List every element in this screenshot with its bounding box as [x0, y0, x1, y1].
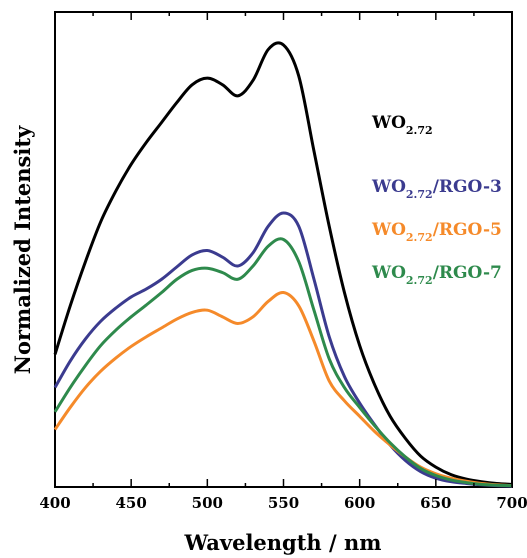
legend-label-subscript: 2.72	[406, 188, 433, 201]
legend-label-main: WO	[371, 220, 406, 240]
series-line-1	[53, 41, 513, 486]
legend-label-subscript: 2.72	[406, 274, 433, 287]
x-tick-label: 450	[116, 494, 147, 512]
legend-entry-3: WO2.72/RGO-5	[371, 220, 502, 244]
series-line-4	[53, 237, 513, 488]
x-axis-title: Wavelength / nm	[184, 530, 382, 555]
legend-label-subscript: 2.72	[406, 231, 433, 244]
x-tick-label: 500	[192, 494, 223, 512]
x-tick-label: 600	[344, 494, 375, 512]
plot-frame	[54, 11, 513, 488]
legend-label-suffix: /RGO-7	[433, 263, 502, 283]
x-tick-label: 650	[420, 494, 451, 512]
series-line-3	[53, 291, 513, 488]
legend-label-main: WO	[371, 113, 406, 133]
legend-entry-1: WO2.72	[371, 113, 433, 137]
series-layer	[53, 41, 513, 488]
x-tick-label: 550	[268, 494, 299, 512]
y-axis-title: Normalized Intensity	[10, 125, 35, 374]
legend-entry-4: WO2.72/RGO-7	[371, 263, 502, 287]
legend-label-suffix: /RGO-3	[433, 177, 502, 197]
legend-label-main: WO	[371, 177, 406, 197]
legend: WO2.72WO2.72/RGO-3WO2.72/RGO-5WO2.72/RGO…	[371, 113, 502, 287]
legend-label-main: WO	[371, 263, 406, 283]
legend-entry-2: WO2.72/RGO-3	[371, 177, 502, 201]
x-tick-label: 700	[496, 494, 527, 512]
x-axis-ticks: 400 450 500 550 600 650 700	[39, 12, 527, 512]
legend-label-subscript: 2.72	[406, 124, 433, 137]
series-line-2	[53, 211, 513, 488]
x-tick-label: 400	[39, 494, 70, 512]
legend-label-suffix: /RGO-5	[433, 220, 502, 240]
